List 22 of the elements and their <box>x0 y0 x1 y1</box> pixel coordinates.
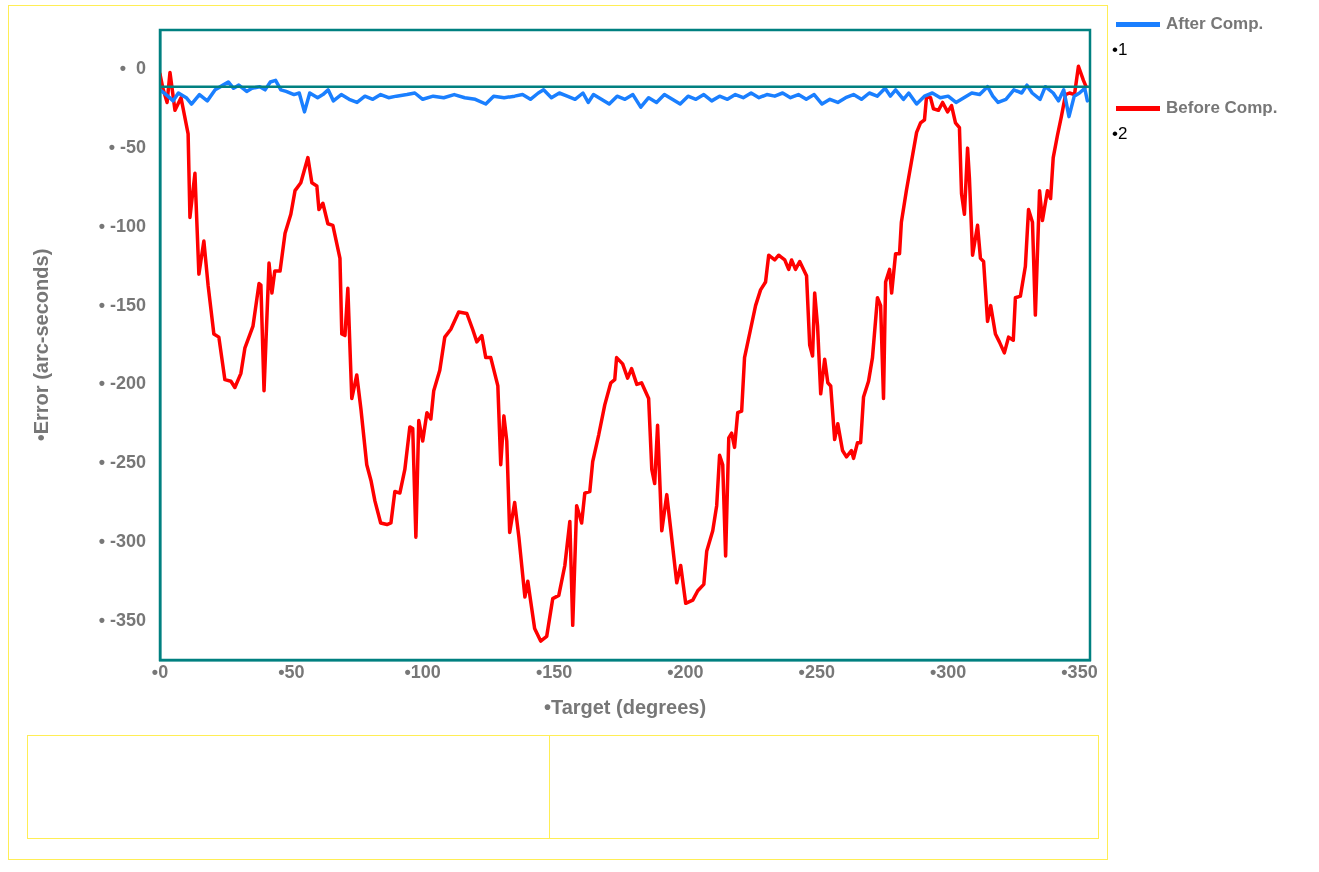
legend-label: Before Comp. <box>1166 98 1278 118</box>
y-tick-label: • -150 <box>98 294 146 315</box>
y-tick-label: • -300 <box>98 530 146 551</box>
x-tick-label: •350 <box>1061 661 1098 682</box>
x-axis-title: •Target (degrees) <box>543 695 707 718</box>
x-tick-label: •200 <box>667 661 704 682</box>
x-tick-label: •250 <box>798 661 835 682</box>
legend-label: After Comp. <box>1166 14 1264 34</box>
x-tick-label: •300 <box>929 661 967 682</box>
y-tick-label: • -200 <box>98 373 146 394</box>
text: •1 <box>1112 40 1128 60</box>
x-tick-label: •50 <box>278 661 305 682</box>
x-tick-label: •100 <box>404 661 441 682</box>
y-tick-label: • -50 <box>108 137 146 158</box>
x-tick-label: •150 <box>535 661 573 682</box>
y-tick-label: • 0 <box>119 58 146 79</box>
y-tick-label: • -100 <box>98 215 146 236</box>
y-axis-title: •Error (arc-seconds) <box>29 248 52 442</box>
y-tick-label: • -250 <box>98 452 146 473</box>
y-tick-label: • -350 <box>98 609 146 630</box>
text: •2 <box>1112 124 1128 144</box>
x-tick-label: •0 <box>151 661 169 682</box>
